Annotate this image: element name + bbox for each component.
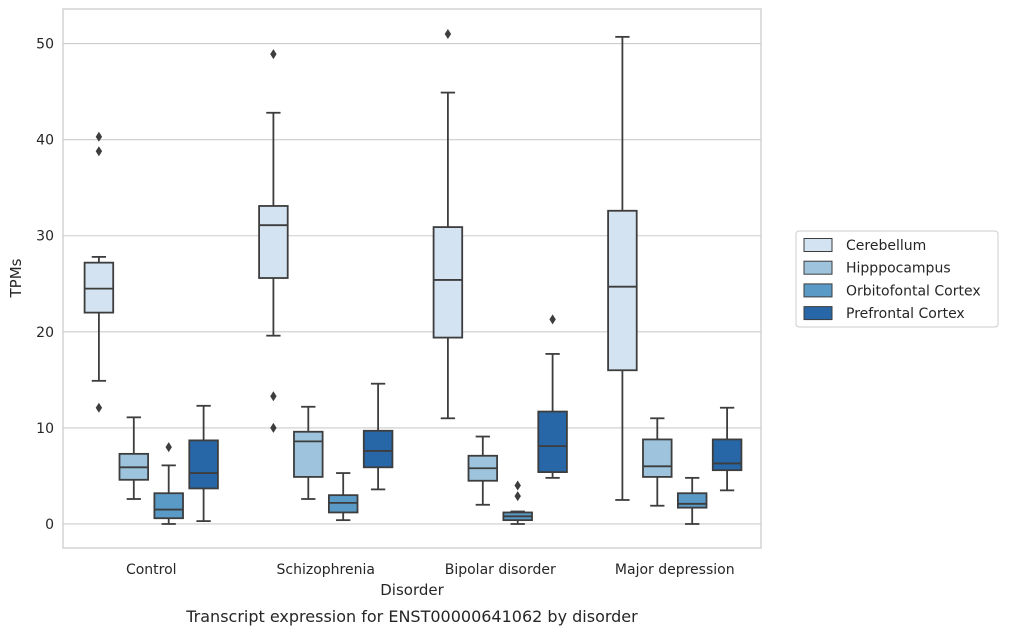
- box-control-cerebellum: [83, 131, 115, 413]
- legend-swatch-hipppocampus: [803, 260, 833, 275]
- box-bipolar-disorder-orbitofontal-cortex: [502, 480, 533, 525]
- legend: Cerebellum Hipppocampus Orbitofontal Corte…: [795, 230, 999, 328]
- y-tick-labels: 0 10 20 30 40 50: [36, 37, 54, 533]
- box-major-depression-cerebellum: [607, 35, 638, 501]
- y-tick-label-0: 0: [45, 517, 54, 533]
- box-bipolar-disorder-prefrontal-cortex-iqr: [537, 410, 568, 473]
- gridlines: [63, 43, 761, 525]
- box-control-orbitofontal-cortex: [153, 442, 184, 525]
- box-major-depression-prefrontal-cortex: [711, 406, 743, 492]
- legend-swatch-prefrontal-cortex: [803, 306, 833, 321]
- box-control-cerebellum-outlier-1: [95, 146, 103, 157]
- box-groups: [83, 28, 743, 525]
- plot-frame: [62, 8, 762, 549]
- box-control-hipppocampus: [118, 416, 150, 500]
- legend-swatch-cerebellum: [803, 238, 833, 252]
- box-control-cerebellum-outlier-0: [95, 402, 103, 413]
- x-tick-label-schizophrenia: Schizophrenia: [277, 562, 375, 578]
- y-tick-label-50: 50: [36, 37, 54, 53]
- y-tick-label-20: 20: [36, 325, 54, 341]
- box-major-depression-orbitofontal-cortex: [676, 476, 708, 525]
- x-tick-label-control: Control: [126, 562, 177, 578]
- y-tick-label-30: 30: [36, 229, 54, 245]
- box-bipolar-disorder-cerebellum-iqr: [432, 226, 464, 339]
- box-bipolar-disorder-hipppocampus: [467, 435, 499, 506]
- box-bipolar-disorder-orbitofontal-cortex-outlier-1: [514, 480, 521, 491]
- box-schizophrenia-hipppocampus: [293, 405, 324, 500]
- box-schizophrenia-orbitofontal-cortex-iqr: [327, 494, 359, 514]
- legend-swatch-orbitofontal-cortex: [803, 283, 833, 298]
- box-bipolar-disorder-prefrontal-cortex: [537, 314, 568, 479]
- box-schizophrenia-cerebellum-outlier-0: [270, 422, 277, 433]
- box-control-prefrontal-cortex-iqr: [188, 439, 219, 490]
- box-control-prefrontal-cortex: [188, 404, 219, 522]
- box-schizophrenia-cerebellum-outlier-2: [270, 49, 277, 60]
- legend-label-orbitofontal-cortex: Orbitofontal Cortex: [846, 283, 981, 299]
- box-major-depression-prefrontal-cortex-iqr: [711, 438, 743, 472]
- box-bipolar-disorder-prefrontal-cortex-outlier-0: [549, 314, 556, 325]
- box-bipolar-disorder-cerebellum-outlier-0: [444, 28, 452, 39]
- box-schizophrenia-cerebellum-iqr: [258, 205, 289, 279]
- box-major-depression-orbitofontal-cortex-iqr: [676, 492, 708, 509]
- box-bipolar-disorder-orbitofontal-cortex-outlier-0: [514, 491, 521, 502]
- y-tick-label-10: 10: [36, 421, 54, 437]
- y-tick-label-40: 40: [36, 133, 54, 149]
- box-control-orbitofontal-cortex-iqr: [153, 492, 184, 520]
- x-axis-title: Disorder: [380, 581, 444, 599]
- box-control-cerebellum-iqr: [83, 261, 115, 314]
- legend-label-cerebellum: Cerebellum: [846, 238, 926, 254]
- box-control-cerebellum-outlier-2: [95, 131, 103, 142]
- chart-caption: Transcript expression for ENST0000064106…: [185, 607, 638, 626]
- box-bipolar-disorder-cerebellum: [432, 28, 464, 420]
- box-control-orbitofontal-cortex-outlier-0: [165, 442, 172, 453]
- box-schizophrenia-prefrontal-cortex: [362, 382, 394, 491]
- box-major-depression-hipppocampus-iqr: [642, 438, 673, 478]
- box-schizophrenia-hipppocampus-iqr: [293, 430, 324, 478]
- box-major-depression-hipppocampus: [642, 417, 673, 507]
- box-schizophrenia-prefrontal-cortex-iqr: [362, 429, 394, 469]
- legend-frame: [795, 230, 999, 328]
- legend-label-hipppocampus: Hipppocampus: [846, 261, 951, 277]
- box-major-depression-cerebellum-iqr: [607, 209, 638, 372]
- box-schizophrenia-cerebellum-outlier-1: [270, 391, 277, 402]
- legend-label-prefrontal-cortex: Prefrontal Cortex: [846, 306, 965, 322]
- x-tick-labels: Control Schizophrenia Bipolar disorder Majo…: [126, 562, 735, 578]
- x-tick-label-bipolar-disorder: Bipolar disorder: [445, 562, 556, 578]
- x-tick-label-major-depression: Major depression: [615, 562, 735, 578]
- box-schizophrenia-orbitofontal-cortex: [327, 472, 359, 522]
- y-axis-title: TPMs: [7, 258, 25, 298]
- box-schizophrenia-cerebellum: [258, 49, 289, 433]
